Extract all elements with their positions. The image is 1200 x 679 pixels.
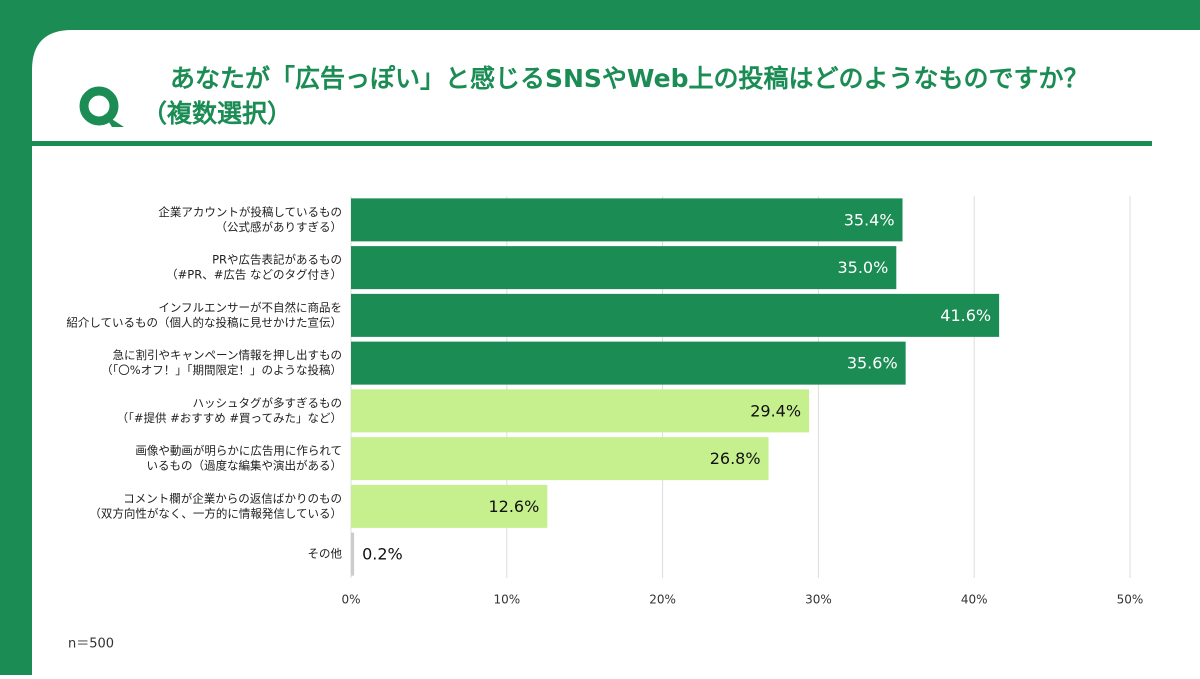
bar bbox=[351, 341, 906, 385]
footnote: n＝500 bbox=[68, 637, 114, 652]
bar bbox=[351, 484, 548, 528]
x-tick-label: 0% bbox=[341, 593, 360, 607]
value-label: 41.6% bbox=[940, 306, 991, 325]
bar bbox=[351, 532, 355, 576]
bar bbox=[351, 198, 903, 242]
bar bbox=[351, 389, 810, 433]
category-label: PRや広告表記があるもの bbox=[212, 253, 342, 267]
value-label: 12.6% bbox=[488, 497, 539, 516]
x-tick-label: 10% bbox=[493, 593, 520, 607]
x-tick-label: 40% bbox=[961, 593, 988, 607]
category-label: インフルエンサーが不自然に商品を bbox=[158, 300, 342, 314]
x-tick-label: 50% bbox=[1117, 593, 1144, 607]
divider bbox=[32, 141, 1152, 146]
title-line: （複数選択） bbox=[142, 99, 292, 128]
value-label: 35.0% bbox=[837, 258, 888, 277]
category-label: 企業アカウントが投稿しているもの bbox=[158, 205, 342, 219]
value-label: 0.2% bbox=[362, 545, 403, 564]
category-label: いるもの（過度な編集や演出がある） bbox=[147, 459, 343, 473]
x-tick-label: 20% bbox=[649, 593, 676, 607]
q-icon bbox=[79, 86, 124, 127]
plot: 0% 10% 20% 30% 40% 50% 企業アカウントが投稿しているもの（公式感があり… bbox=[66, 196, 1143, 607]
category-label: （「〇%オフ！」「期間限定！」のような投稿） bbox=[101, 363, 342, 377]
value-label: 35.6% bbox=[847, 354, 898, 373]
category-label: 紹介しているもの（個人的な投稿に見せかけた宣伝） bbox=[66, 315, 342, 329]
category-label: コメント欄が企業からの返信ばかりのもの bbox=[123, 491, 342, 505]
bar bbox=[351, 246, 897, 290]
category-label: （#PR、#広告 などのタグ付き） bbox=[166, 268, 342, 282]
title-line: あなたが「広告っぽい」と感じるSNSやWeb上の投稿はどのようなものですか？ bbox=[170, 64, 1088, 93]
x-tick-label: 30% bbox=[805, 593, 832, 607]
category-label: 画像や動画が明らかに広告用に作られて bbox=[135, 444, 342, 458]
category-label: （公式感がありすぎる） bbox=[216, 220, 343, 234]
category-label: （「#提供 #おすすめ #買ってみた」など） bbox=[117, 411, 342, 425]
value-label: 26.8% bbox=[710, 449, 761, 468]
category-label: その他 bbox=[308, 547, 343, 561]
value-label: 35.4% bbox=[844, 210, 895, 229]
category-label: 急に割引やキャンペーン情報を押し出すもの bbox=[113, 348, 342, 362]
category-label: （双方向性がなく、一方的に情報発信している） bbox=[89, 506, 342, 520]
bar bbox=[351, 437, 769, 481]
category-label: ハッシュタグが多すぎるもの bbox=[193, 396, 343, 410]
value-label: 29.4% bbox=[750, 401, 801, 420]
bar bbox=[351, 293, 1000, 337]
